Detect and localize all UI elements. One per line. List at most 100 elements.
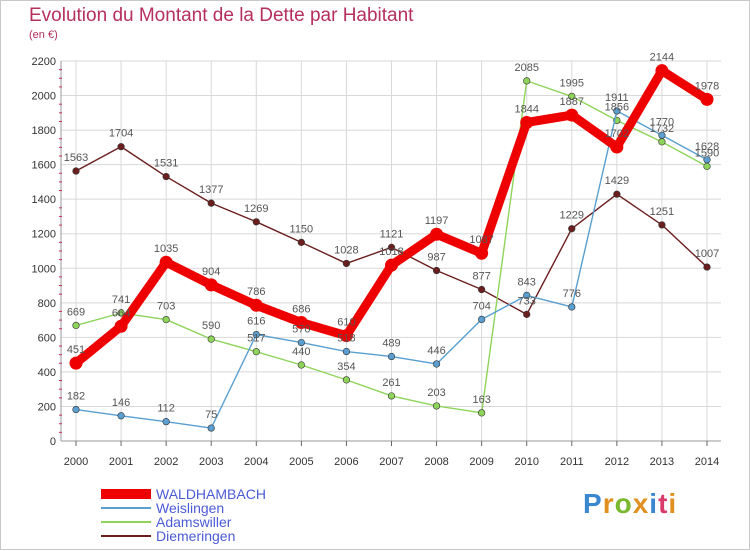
x-tick-label: 2003 xyxy=(199,456,223,468)
data-point-adamswiller xyxy=(342,376,351,384)
data-label-waldhambach: 686 xyxy=(292,304,310,316)
legend-label-weislingen: Weislingen xyxy=(156,500,225,516)
data-label-weislingen: 446 xyxy=(427,345,445,357)
legend-swatch-waldhambach xyxy=(101,489,151,499)
data-label-diemeringen: 1704 xyxy=(109,128,133,140)
data-point-diemeringen xyxy=(568,225,576,233)
data-label-adamswiller: 517 xyxy=(247,333,265,345)
data-label-waldhambach: 2144 xyxy=(650,52,674,64)
data-label-weislingen: 1770 xyxy=(650,116,674,128)
data-point-weislingen xyxy=(658,131,666,139)
data-point-adamswiller xyxy=(72,321,80,330)
data-point-diemeringen xyxy=(162,172,170,181)
data-label-weislingen: 112 xyxy=(157,403,175,415)
data-label-waldhambach: 664 xyxy=(112,307,130,319)
data-point-diemeringen xyxy=(613,190,621,198)
x-tick-label: 2000 xyxy=(64,456,88,468)
data-point-waldhambach xyxy=(475,246,489,260)
legend-item-adamswiller: Adamswiller xyxy=(101,515,361,529)
legend-swatch-weislingen xyxy=(101,507,151,509)
data-label-diemeringen: 987 xyxy=(427,252,445,264)
data-label-weislingen: 182 xyxy=(67,391,85,403)
data-label-adamswiller: 2085 xyxy=(514,62,538,74)
data-point-waldhambach xyxy=(339,329,353,343)
data-point-adamswiller xyxy=(387,392,396,400)
data-point-weislingen xyxy=(252,331,260,339)
x-tick-label: 2012 xyxy=(605,456,629,468)
data-label-adamswiller: 163 xyxy=(472,394,490,406)
brand-letter: i xyxy=(649,488,659,519)
data-label-adamswiller: 669 xyxy=(67,306,85,318)
y-tick-label: 600 xyxy=(38,332,56,344)
data-point-diemeringen xyxy=(478,285,486,294)
data-point-weislingen xyxy=(342,347,351,356)
data-point-diemeringen xyxy=(297,238,305,246)
data-point-weislingen xyxy=(432,360,441,368)
data-point-waldhambach xyxy=(249,298,263,312)
y-tick-label: 1400 xyxy=(32,194,56,206)
data-point-diemeringen xyxy=(387,243,396,251)
data-label-diemeringen: 1377 xyxy=(199,184,223,196)
data-label-weislingen: 489 xyxy=(382,338,400,350)
legend-item-diemeringen: Diemeringen xyxy=(101,529,361,543)
data-label-diemeringen: 1007 xyxy=(695,248,719,260)
brand-letter: x xyxy=(632,488,650,519)
data-point-diemeringen xyxy=(658,221,666,229)
data-label-adamswiller: 703 xyxy=(157,301,175,313)
x-tick-label: 2001 xyxy=(109,456,133,468)
y-tick-label: 1800 xyxy=(32,125,56,137)
data-label-diemeringen: 1150 xyxy=(290,223,314,235)
data-label-waldhambach: 1035 xyxy=(154,243,178,255)
proxiti-logo: Proxiti xyxy=(583,488,677,520)
data-point-waldhambach xyxy=(114,319,128,333)
data-point-diemeringen xyxy=(523,310,531,318)
data-point-adamswiller xyxy=(523,77,531,85)
data-label-waldhambach: 1087 xyxy=(469,234,493,246)
data-label-weislingen: 1628 xyxy=(695,141,719,153)
data-point-adamswiller xyxy=(297,361,305,369)
y-tick-label: 1200 xyxy=(32,229,56,241)
x-tick-label: 2010 xyxy=(514,456,538,468)
y-tick-label: 0 xyxy=(50,436,56,448)
data-label-weislingen: 616 xyxy=(247,316,265,328)
y-tick-label: 2200 xyxy=(32,56,56,68)
data-point-weislingen xyxy=(613,107,621,115)
legend-swatch-adamswiller xyxy=(101,521,151,523)
data-label-adamswiller: 1856 xyxy=(605,101,629,113)
data-label-waldhambach: 1887 xyxy=(560,96,584,108)
data-point-weislingen xyxy=(523,291,531,299)
data-point-waldhambach xyxy=(204,278,218,292)
data-label-adamswiller: 354 xyxy=(337,361,355,373)
data-point-adamswiller xyxy=(568,92,576,101)
y-tick-label: 200 xyxy=(38,401,56,413)
x-tick-label: 2007 xyxy=(379,456,403,468)
data-point-weislingen xyxy=(568,303,576,311)
data-point-weislingen xyxy=(703,156,711,164)
data-label-diemeringen: 733 xyxy=(518,295,536,307)
data-label-waldhambach: 1978 xyxy=(695,80,719,92)
data-label-adamswiller: 203 xyxy=(427,387,445,399)
data-point-adamswiller xyxy=(162,315,170,324)
data-label-weislingen: 776 xyxy=(563,288,581,300)
data-label-diemeringen: 1269 xyxy=(244,203,268,215)
data-point-weislingen xyxy=(162,418,170,426)
x-tick-label: 2006 xyxy=(334,456,358,468)
y-tick-label: 1000 xyxy=(32,263,56,275)
data-point-weislingen xyxy=(387,352,396,361)
chart-subtitle: (en €) xyxy=(29,29,58,41)
legend-swatch-diemeringen xyxy=(101,535,151,537)
x-tick-label: 2008 xyxy=(424,456,448,468)
brand-letter: t xyxy=(658,488,669,519)
data-label-weislingen: 570 xyxy=(292,324,310,336)
x-tick-label: 2004 xyxy=(244,456,268,468)
data-label-waldhambach: 786 xyxy=(247,286,265,298)
x-tick-label: 2013 xyxy=(650,456,674,468)
data-label-adamswiller: 440 xyxy=(292,346,310,358)
data-label-waldhambach: 904 xyxy=(202,266,220,278)
data-point-weislingen xyxy=(72,405,80,414)
brand-letter: r xyxy=(602,488,615,519)
x-tick-label: 2005 xyxy=(289,456,313,468)
legend-label-adamswiller: Adamswiller xyxy=(156,514,232,530)
data-point-weislingen xyxy=(207,424,215,432)
